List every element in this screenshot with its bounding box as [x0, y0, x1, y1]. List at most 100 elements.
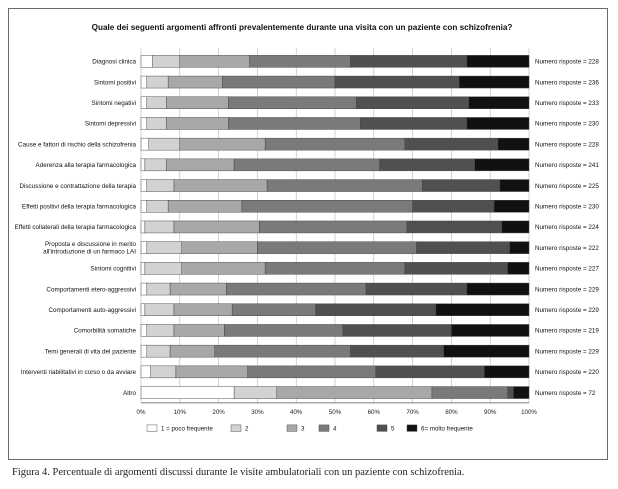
legend-swatch: [286, 424, 298, 432]
bar-segment: [146, 117, 167, 130]
bar-segment: [315, 303, 437, 316]
bar-segment: [140, 241, 148, 254]
bar-segment: [241, 200, 413, 213]
bar-segment: [233, 158, 380, 172]
bar-segment: [140, 179, 148, 192]
bar-segment: [181, 262, 266, 275]
bar-segment: [175, 365, 248, 379]
legend-label: 5: [391, 426, 395, 433]
bar-segment: [422, 179, 501, 192]
bar-segment: [266, 179, 423, 192]
category-label: Altro: [123, 390, 136, 397]
bar-segment: [228, 117, 361, 130]
bar-segment: [146, 282, 171, 296]
x-tick-label: 10%: [174, 409, 187, 416]
bar-segment: [276, 386, 433, 399]
bar-segment: [356, 96, 470, 109]
category-label: Cause e fattori di rischio della schizof…: [18, 141, 136, 148]
bar-segment: [435, 303, 530, 316]
bar-segment: [146, 179, 175, 192]
category-label: Effetti positivi della terapia farmacolo…: [22, 203, 136, 210]
bar-segment: [257, 241, 417, 254]
bar-segment: [146, 344, 171, 358]
response-count-label: Numero risposte = 241: [535, 162, 599, 169]
bar-segment: [359, 117, 468, 130]
bar-segment: [146, 200, 169, 213]
bar-segment: [451, 324, 530, 337]
legend-label: 3: [301, 426, 305, 433]
bar-segment: [233, 386, 278, 399]
bar-segment: [179, 137, 266, 151]
legend-swatch: [376, 424, 388, 432]
legend-label: 2: [245, 426, 249, 433]
chart-title: Quale dei seguenti argomenti affronti pr…: [92, 23, 513, 32]
bar-segment: [466, 55, 530, 68]
category-label: Comportamenti etero-aggressivi: [46, 286, 136, 293]
bar-segment: [264, 137, 406, 151]
bar-segment: [406, 220, 503, 234]
bar-segment: [169, 344, 215, 358]
x-tick-label: 100%: [521, 409, 537, 416]
bar-segment: [231, 303, 316, 316]
legend-label: 6= molto frequente: [421, 426, 473, 433]
stacked-bar-chart: Quale dei seguenti argomenti affronti pr…: [15, 23, 600, 433]
bar-segment: [404, 137, 499, 151]
legend-label: 4: [333, 426, 337, 433]
bar-segment: [140, 96, 148, 109]
bar-segment: [140, 344, 148, 358]
response-count-label: Numero risposte = 229: [535, 348, 599, 355]
x-tick-label: 60%: [368, 409, 381, 416]
bar-segment: [509, 241, 530, 254]
bar-segment: [507, 386, 514, 399]
response-count-label: Numero risposte = 224: [535, 224, 599, 231]
bar-segment: [169, 282, 227, 296]
bar-segment: [146, 96, 167, 109]
bar-segment: [228, 96, 357, 109]
x-tick-label: 50%: [329, 409, 342, 416]
x-tick-label: 70%: [406, 409, 419, 416]
bar-segment: [144, 220, 175, 234]
bar-segment: [416, 241, 510, 254]
category-label: Sintomi negativi: [92, 100, 136, 107]
bar-segment: [146, 75, 169, 89]
bar-segment: [513, 386, 530, 399]
bar-segment: [466, 117, 530, 130]
bar-segment: [458, 75, 530, 89]
bar-segment: [165, 96, 229, 109]
category-label: Diagnosi clinica: [92, 59, 136, 66]
bar-segment: [140, 324, 148, 337]
response-count-label: Numero risposte = 233: [535, 100, 599, 107]
category-label: Comorbilità somatiche: [74, 328, 137, 335]
response-count-label: Numero risposte = 229: [535, 307, 599, 314]
bar-segment: [140, 117, 148, 130]
bar-segment: [468, 96, 530, 109]
bar-segment: [167, 200, 243, 213]
bar-segment: [497, 137, 530, 151]
figure-caption: Figura 4. Percentuale di argomenti discu…: [12, 467, 465, 478]
bar-segment: [140, 282, 148, 296]
bar-segment: [181, 241, 258, 254]
category-label: Temi generali di vita del paziente: [45, 348, 137, 355]
x-tick-label: 90%: [484, 409, 497, 416]
x-tick-label: 0%: [137, 409, 146, 416]
bar-segment: [179, 55, 250, 68]
response-count-label: Numero risposte = 222: [535, 245, 599, 252]
bar-segment: [140, 200, 148, 213]
bar-segment: [214, 344, 351, 358]
bar-segment: [140, 386, 235, 399]
x-tick-label: 20%: [212, 409, 225, 416]
figure-frame: Quale dei seguenti argomenti affronti pr…: [8, 8, 608, 460]
bar-segment: [404, 262, 508, 275]
category-label: Comportamenti auto-aggressivi: [49, 307, 137, 314]
bar-segment: [501, 220, 530, 234]
category-label: Sintomi positivi: [94, 79, 136, 86]
bar-segment: [431, 386, 508, 399]
bar-segment: [443, 344, 530, 358]
response-count-label: Numero risposte = 230: [535, 121, 599, 128]
response-count-label: Numero risposte = 228: [535, 141, 599, 148]
response-count-label: Numero risposte = 225: [535, 183, 599, 190]
bar-segment: [144, 158, 167, 172]
legend-label: 1 = poco frequente: [161, 426, 213, 433]
bar-segment: [412, 200, 495, 213]
bar-segment: [334, 75, 460, 89]
